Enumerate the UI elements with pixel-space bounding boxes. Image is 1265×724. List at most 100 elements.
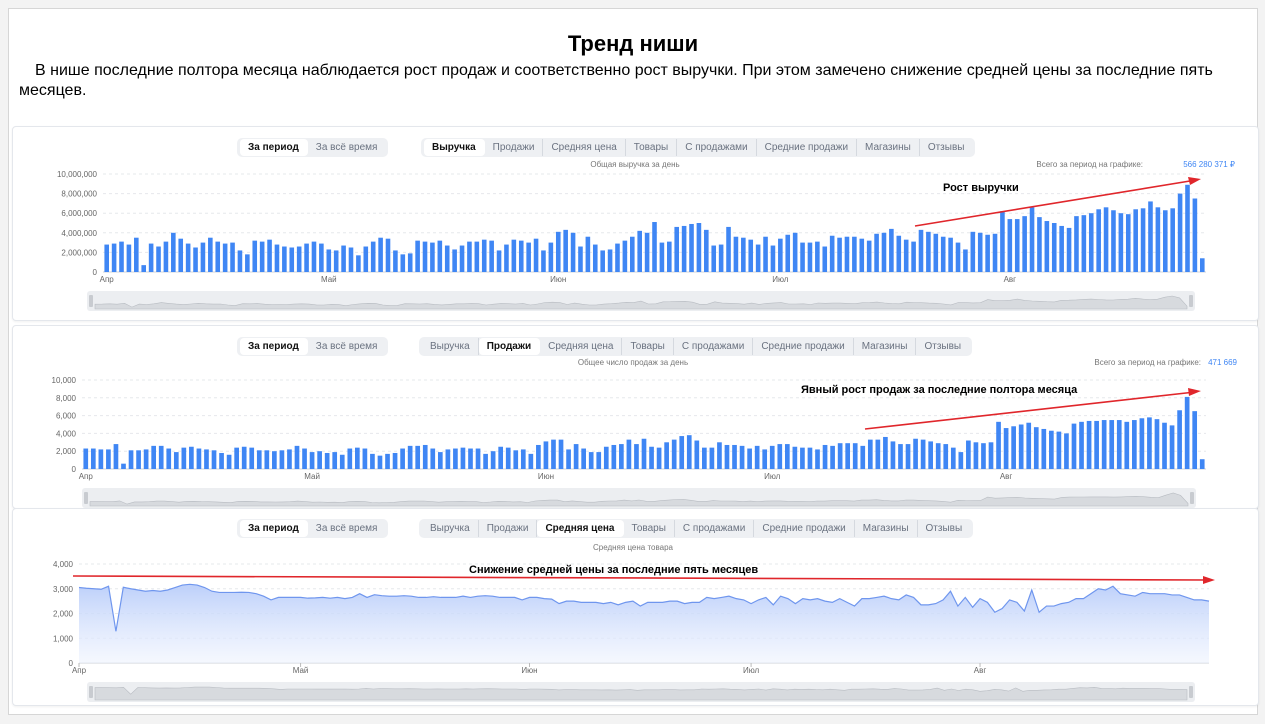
bar[interactable] (504, 244, 509, 272)
bar[interactable] (104, 244, 109, 272)
bar[interactable] (652, 222, 657, 272)
bar[interactable] (259, 241, 265, 272)
bar[interactable] (611, 444, 617, 469)
bar[interactable] (903, 239, 909, 272)
bar[interactable] (1177, 193, 1183, 272)
bar[interactable] (422, 241, 428, 272)
bar[interactable] (490, 451, 496, 469)
bar[interactable] (711, 245, 717, 272)
bar[interactable] (626, 439, 632, 469)
bar[interactable] (113, 444, 119, 469)
bar[interactable] (778, 238, 783, 272)
bar[interactable] (592, 244, 598, 272)
bar[interactable] (467, 241, 472, 272)
bar[interactable] (970, 231, 976, 272)
bar[interactable] (518, 240, 524, 272)
bar[interactable] (837, 237, 842, 272)
bar[interactable] (681, 225, 687, 272)
bar[interactable] (674, 226, 679, 272)
bar[interactable] (844, 236, 850, 272)
bar[interactable] (393, 250, 398, 272)
tab-period[interactable]: За период (240, 338, 308, 355)
bar[interactable] (963, 249, 968, 272)
bar[interactable] (585, 236, 591, 272)
bar[interactable] (119, 241, 124, 272)
bar[interactable] (943, 444, 949, 469)
bar[interactable] (171, 232, 176, 272)
bar[interactable] (1071, 423, 1077, 469)
tab-all-time[interactable]: За всё время (315, 341, 378, 352)
bar[interactable] (141, 265, 147, 272)
bar[interactable] (489, 240, 494, 272)
bar[interactable] (309, 452, 315, 469)
bar[interactable] (474, 241, 480, 272)
bar[interactable] (158, 445, 164, 469)
bar[interactable] (289, 247, 295, 273)
bar[interactable] (955, 242, 961, 272)
series-line[interactable] (78, 583, 1210, 632)
bar[interactable] (920, 439, 926, 469)
bar[interactable] (528, 453, 534, 469)
bar[interactable] (208, 237, 213, 272)
bar[interactable] (659, 242, 665, 272)
bar[interactable] (928, 441, 933, 469)
bar[interactable] (173, 452, 179, 469)
bar[interactable] (237, 250, 243, 272)
bar[interactable] (222, 243, 228, 272)
bar[interactable] (272, 451, 277, 469)
bar[interactable] (573, 444, 579, 469)
bar[interactable] (230, 242, 235, 272)
tab-avg-sales[interactable]: Средние продажи (753, 338, 854, 355)
bar[interactable] (536, 444, 541, 469)
bar[interactable] (563, 229, 568, 272)
bar[interactable] (1192, 198, 1198, 273)
bar[interactable] (732, 444, 737, 469)
bar[interactable] (689, 223, 694, 272)
bar[interactable] (1162, 422, 1167, 469)
bar[interactable] (747, 448, 752, 469)
bar[interactable] (1037, 217, 1042, 272)
bar[interactable] (875, 439, 881, 469)
bar[interactable] (1014, 219, 1020, 272)
tab-with-sales[interactable]: С продажами (677, 139, 757, 156)
bar[interactable] (1192, 411, 1198, 469)
bar[interactable] (679, 436, 685, 469)
bar[interactable] (98, 449, 104, 469)
bar[interactable] (196, 448, 202, 469)
tab-products[interactable]: Товары (622, 338, 674, 355)
bar[interactable] (807, 447, 813, 469)
bar[interactable] (332, 452, 338, 469)
bar[interactable] (317, 451, 322, 469)
bar[interactable] (1111, 210, 1116, 272)
tab-shops[interactable]: Магазины (857, 139, 920, 156)
bar[interactable] (733, 236, 739, 272)
range-handle-left[interactable] (89, 686, 93, 698)
bar[interactable] (973, 442, 979, 469)
bar[interactable] (578, 246, 583, 272)
bar[interactable] (1109, 420, 1115, 469)
bar[interactable] (940, 236, 946, 272)
bar[interactable] (296, 246, 302, 272)
bar[interactable] (541, 250, 546, 272)
bar[interactable] (407, 445, 413, 469)
bar[interactable] (555, 231, 561, 272)
bar[interactable] (664, 442, 669, 469)
bar[interactable] (637, 230, 642, 272)
bar[interactable] (520, 449, 526, 469)
bar[interactable] (363, 246, 369, 272)
range-navigator[interactable] (87, 291, 1195, 311)
bar[interactable] (889, 228, 894, 272)
bar[interactable] (762, 449, 768, 469)
bar[interactable] (215, 241, 221, 272)
bar[interactable] (1018, 424, 1024, 470)
bar[interactable] (867, 439, 873, 469)
bar[interactable] (256, 450, 262, 469)
bar[interactable] (1041, 428, 1047, 469)
bar[interactable] (763, 236, 768, 272)
bar[interactable] (686, 435, 692, 469)
bar[interactable] (1147, 417, 1152, 469)
bar[interactable] (234, 447, 239, 469)
bar[interactable] (1059, 225, 1064, 272)
bar[interactable] (1081, 215, 1087, 272)
bar[interactable] (267, 239, 272, 272)
